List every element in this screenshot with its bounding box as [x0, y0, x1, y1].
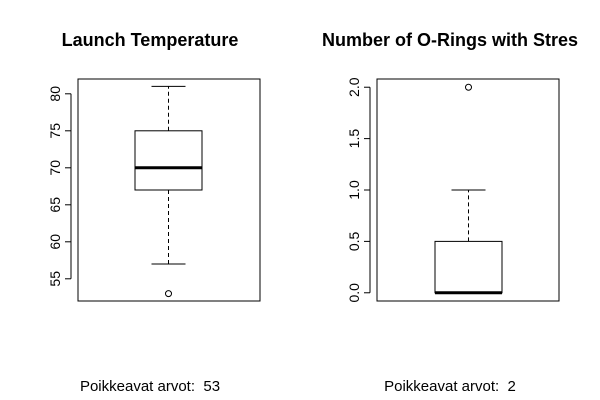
y-tick-label: 0.0 [346, 283, 362, 303]
boxplot-panel-o-rings: Number of O-Rings with Stres 0.0 0.5 1.0 1.… [300, 0, 600, 400]
chart-title: Number of O-Rings with Stres [321, 30, 579, 50]
y-tick-label: 0.5 [346, 231, 362, 251]
outlier-point [165, 290, 172, 298]
y-tick-label: 1.0 [346, 180, 362, 200]
plot-frame [376, 78, 560, 302]
outlier-footer-label: Poikkeavat arvot: [79, 378, 196, 395]
y-tick-label: 65 [47, 197, 63, 213]
outlier-footer-value: 2 [507, 378, 516, 395]
boxplot-svg: 55 60 65 70 75 80 [47, 78, 261, 302]
y-tick-label: 75 [47, 123, 63, 139]
iqr-box [134, 130, 203, 191]
y-tick-label: 70 [47, 160, 63, 176]
y-tick-label: 80 [47, 86, 63, 102]
boxplot-svg: 0.0 0.5 1.0 1.5 2.0 [346, 77, 560, 303]
outlier-footer: Poikkeavat arvot: 2 [300, 378, 600, 395]
y-tick-label: 2.0 [346, 77, 362, 97]
chart-title: Launch Temperature [61, 30, 239, 50]
iqr-box [434, 240, 503, 294]
y-tick-label: 1.5 [346, 129, 362, 149]
boxplot-panel-launch-temperature: Launch Temperature 55 60 65 70 75 80 Poikkeav… [0, 30, 300, 395]
outlier-footer-value: 53 [203, 378, 221, 395]
outlier-point [465, 83, 472, 91]
outlier-footer: Poikkeavat arvot: 53 [0, 378, 300, 395]
plot-frame [77, 78, 261, 302]
y-tick-label: 60 [47, 234, 63, 250]
outlier-footer-label: Poikkeavat arvot: [384, 378, 500, 395]
y-tick-label: 55 [47, 271, 63, 287]
